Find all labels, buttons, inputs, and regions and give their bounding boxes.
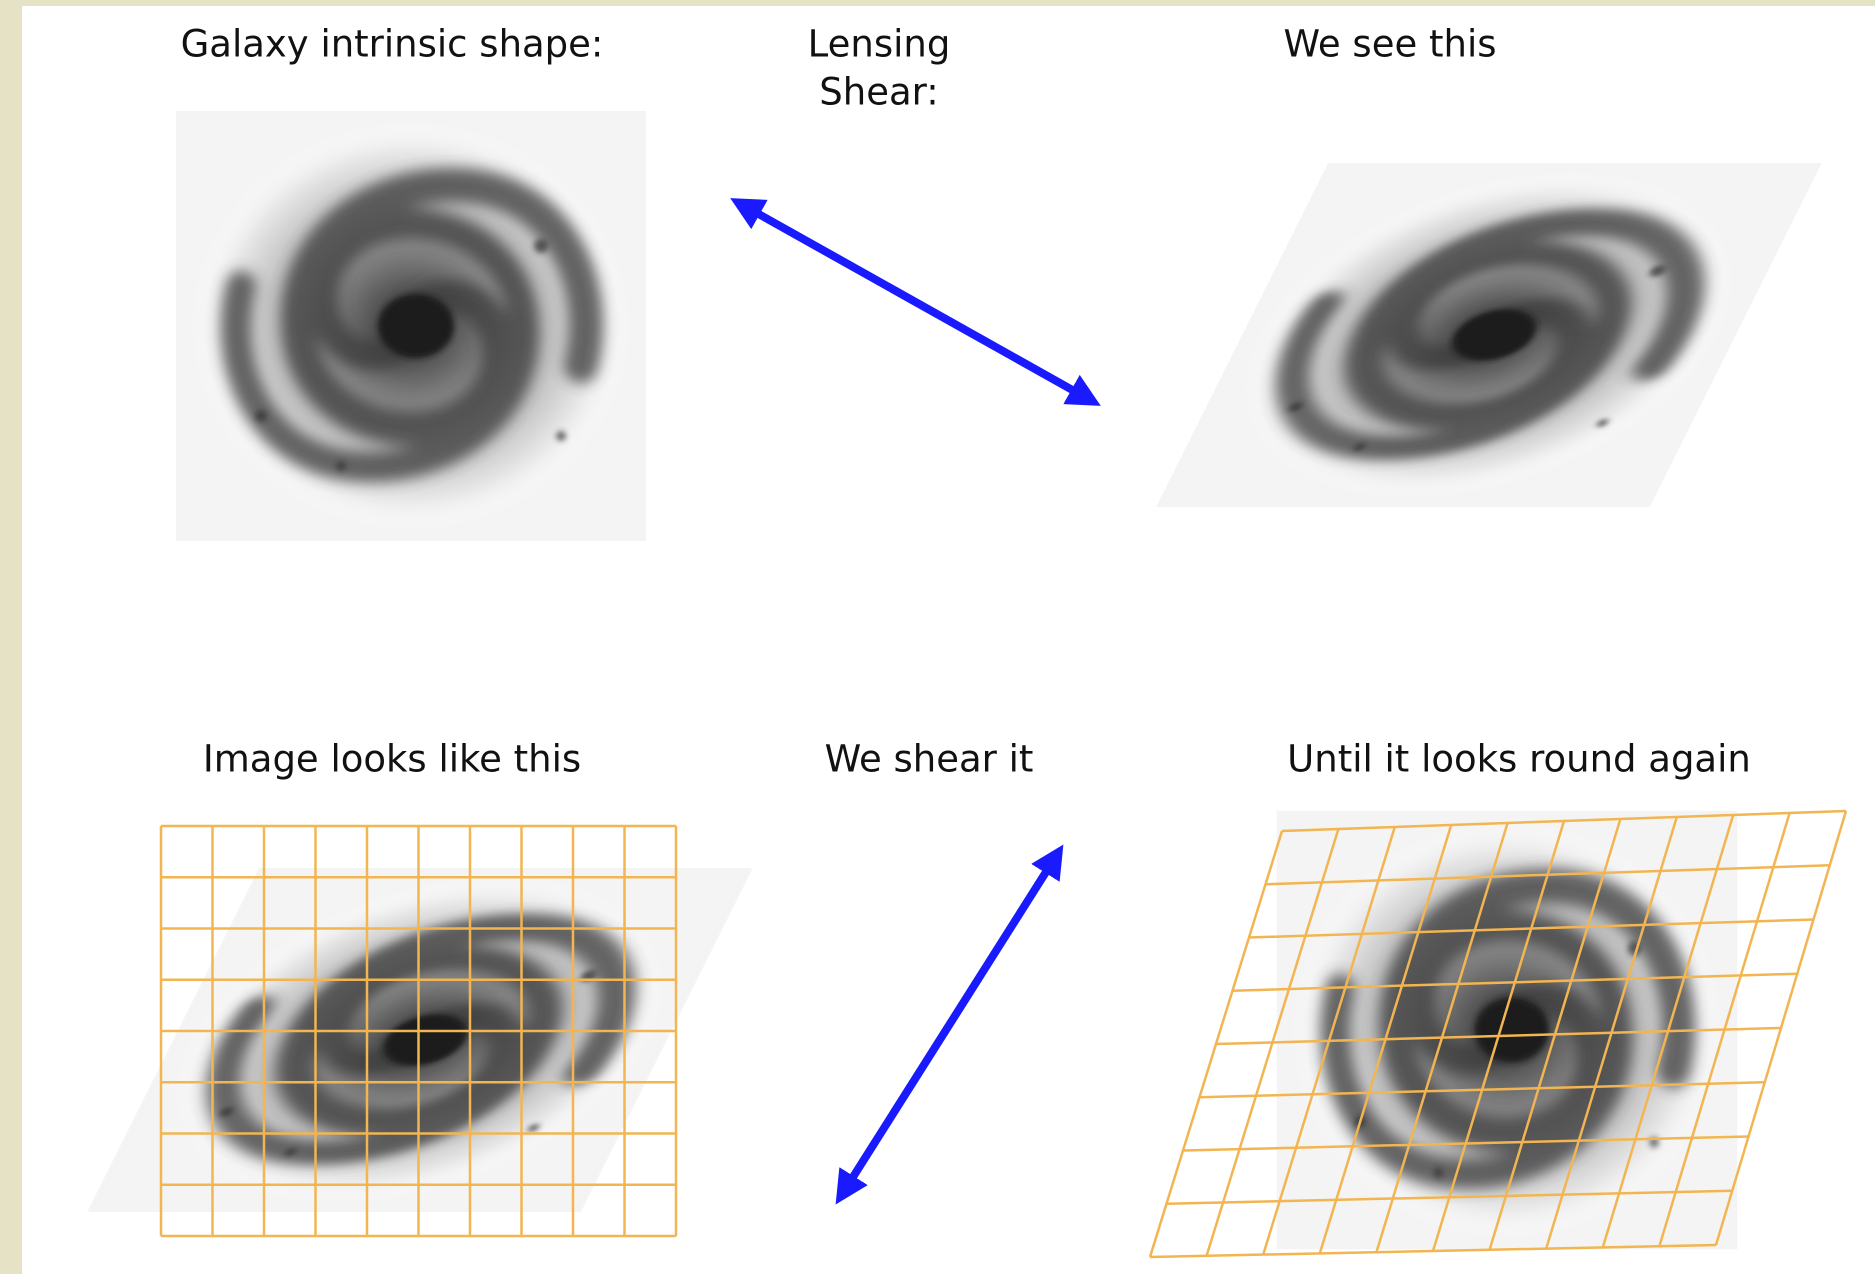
panel-title: We see this	[1283, 23, 1496, 66]
panel-title: Lensing	[808, 23, 951, 66]
panel-title: Until it looks round again	[1287, 738, 1751, 781]
galaxy-intrinsic	[176, 111, 646, 541]
panel-title: We shear it	[825, 738, 1034, 781]
panel-title: Shear:	[819, 71, 938, 114]
page: Galaxy intrinsic shape: Lensing Shear: W…	[0, 0, 1875, 1274]
diagram: Galaxy intrinsic shape: Lensing Shear: W…	[0, 0, 1875, 1274]
panel-title: Galaxy intrinsic shape:	[181, 23, 604, 66]
panel-title: Image looks like this	[203, 738, 581, 781]
